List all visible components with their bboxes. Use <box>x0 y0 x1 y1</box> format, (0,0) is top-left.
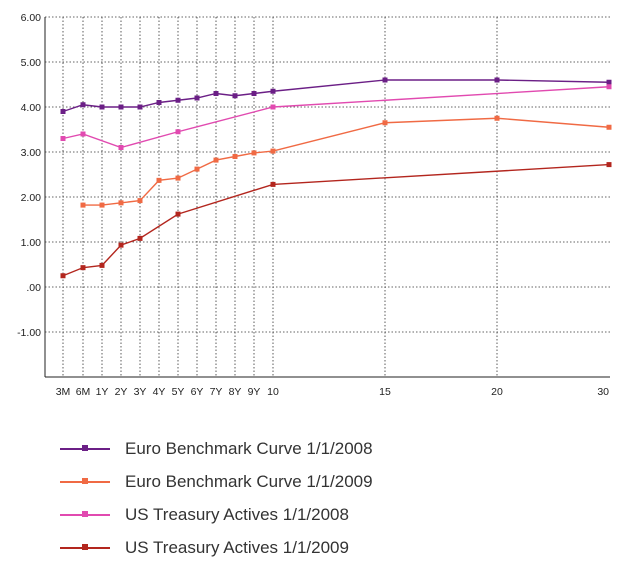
y-tick-label: 4.00 <box>21 102 42 114</box>
data-point <box>61 273 66 278</box>
legend-label: US Treasury Actives 1/1/2008 <box>125 505 349 525</box>
y-tick-label: 3.00 <box>21 147 42 159</box>
x-tick-label: 3M <box>56 386 71 398</box>
legend-item: US Treasury Actives 1/1/2008 <box>60 498 373 531</box>
data-point <box>176 98 181 103</box>
data-point <box>214 91 219 96</box>
x-tick-label: 5Y <box>172 386 185 398</box>
data-point <box>195 167 200 172</box>
x-tick-label: 3Y <box>134 386 147 398</box>
data-point <box>252 150 257 155</box>
data-point <box>233 93 238 98</box>
legend-swatch <box>60 509 110 520</box>
legend-label: Euro Benchmark Curve 1/1/2008 <box>125 439 373 459</box>
data-point <box>81 132 86 137</box>
data-point <box>100 263 105 268</box>
x-tick-label: 8Y <box>229 386 242 398</box>
x-tick-label: 20 <box>491 386 503 398</box>
data-point <box>100 203 105 208</box>
data-point <box>271 149 276 154</box>
x-tick-label: 9Y <box>248 386 261 398</box>
y-tick-label: 6.00 <box>21 12 42 24</box>
y-tick-label: 5.00 <box>21 57 42 69</box>
data-point <box>607 162 612 167</box>
data-point <box>119 200 124 205</box>
x-tick-label: 1Y <box>96 386 109 398</box>
data-point <box>383 78 388 83</box>
data-point <box>100 105 105 110</box>
data-point <box>195 96 200 101</box>
x-tick-label: 10 <box>267 386 279 398</box>
data-point <box>176 129 181 134</box>
y-tick-label: .00 <box>26 282 41 294</box>
x-axis-ticks: 3M 6M 1Y 2Y 3Y 4Y 5Y 6Y 7Y 8Y 9Y 10 15 20 30 <box>56 386 609 398</box>
x-tick-label: 6Y <box>191 386 204 398</box>
legend-swatch <box>60 443 110 454</box>
data-point <box>214 158 219 163</box>
data-point <box>607 80 612 85</box>
data-point <box>81 203 86 208</box>
data-point <box>607 84 612 89</box>
y-axis-ticks: 6.00 5.00 4.00 3.00 2.00 1.00 .00 -1.00 <box>17 12 41 339</box>
data-point <box>176 212 181 217</box>
data-point <box>138 198 143 203</box>
data-point <box>119 105 124 110</box>
legend-item: Euro Benchmark Curve 1/1/2009 <box>60 465 373 498</box>
data-point <box>81 265 86 270</box>
data-point <box>383 120 388 125</box>
legend: Euro Benchmark Curve 1/1/2008 Euro Bench… <box>60 432 373 564</box>
data-point <box>252 91 257 96</box>
data-point <box>61 136 66 141</box>
data-point <box>157 100 162 105</box>
y-tick-label: -1.00 <box>17 327 41 339</box>
data-point <box>81 102 86 107</box>
data-point <box>495 78 500 83</box>
legend-label: US Treasury Actives 1/1/2009 <box>125 538 349 558</box>
data-point <box>61 109 66 114</box>
data-point <box>176 176 181 181</box>
data-point <box>119 243 124 248</box>
x-tick-label: 30 <box>597 386 609 398</box>
x-tick-label: 4Y <box>153 386 166 398</box>
yield-curve-chart: 6.00 5.00 4.00 3.00 2.00 1.00 .00 -1.00 3M 6M 1Y 2… <box>0 0 618 420</box>
legend-item: US Treasury Actives 1/1/2009 <box>60 531 373 564</box>
x-tick-label: 7Y <box>210 386 223 398</box>
data-point <box>157 178 162 183</box>
legend-label: Euro Benchmark Curve 1/1/2009 <box>125 472 373 492</box>
data-point <box>607 125 612 130</box>
legend-swatch <box>60 542 110 553</box>
data-point <box>271 105 276 110</box>
x-tick-label: 15 <box>379 386 391 398</box>
data-point <box>233 154 238 159</box>
data-point <box>138 105 143 110</box>
y-tick-label: 2.00 <box>21 192 42 204</box>
data-point <box>119 145 124 150</box>
data-point <box>495 116 500 121</box>
y-tick-label: 1.00 <box>21 237 42 249</box>
legend-item: Euro Benchmark Curve 1/1/2008 <box>60 432 373 465</box>
data-point <box>138 236 143 241</box>
data-point <box>271 182 276 187</box>
x-tick-label: 6M <box>76 386 91 398</box>
x-tick-label: 2Y <box>115 386 128 398</box>
data-point <box>271 89 276 94</box>
legend-swatch <box>60 476 110 487</box>
